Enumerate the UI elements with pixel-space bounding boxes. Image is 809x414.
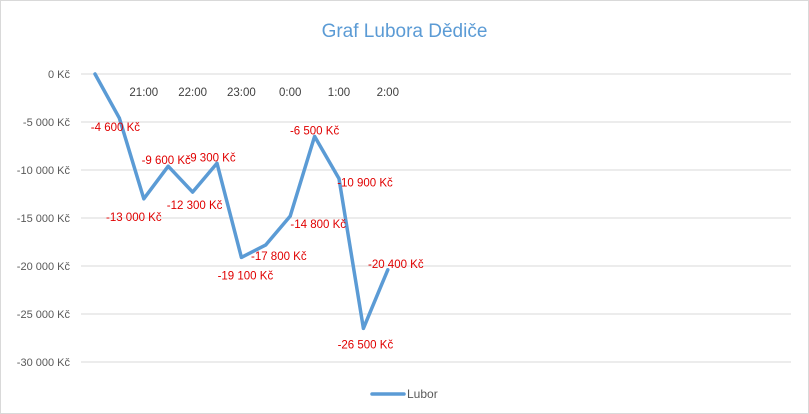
- data-point: [93, 72, 97, 76]
- data-point: [142, 197, 146, 201]
- data-point: [337, 177, 341, 181]
- y-tick-label: -25 000 Kč: [17, 309, 71, 321]
- legend-label-lubor: Lubor: [407, 387, 438, 401]
- data-point: [239, 255, 243, 259]
- data-point: [386, 268, 390, 272]
- y-tick-label: -20 000 Kč: [17, 261, 71, 273]
- x-tick-label: 22:00: [178, 87, 207, 99]
- data-point: [117, 116, 121, 120]
- data-point: [191, 190, 195, 194]
- data-point: [215, 161, 219, 165]
- data-point: [288, 214, 292, 218]
- x-tick-label: 0:00: [279, 87, 301, 99]
- data-label: -17 800 Kč: [251, 251, 307, 263]
- data-label: -9 600 Kč: [142, 155, 191, 167]
- data-label: -26 500 Kč: [338, 339, 394, 351]
- data-label: -19 100 Kč: [218, 270, 274, 282]
- y-tick-label: -30 000 Kč: [17, 357, 71, 369]
- y-tick-label: -15 000 Kč: [17, 213, 71, 225]
- data-point: [361, 326, 365, 330]
- data-label: -12 300 Kč: [167, 200, 223, 212]
- series-line-lubor: [93, 72, 390, 331]
- data-label: -10 900 Kč: [337, 178, 393, 190]
- data-label: -9 300 Kč: [186, 152, 235, 164]
- data-label: -14 800 Kč: [290, 219, 346, 231]
- x-tick-label: 2:00: [377, 87, 399, 99]
- x-tick-label: 21:00: [129, 87, 158, 99]
- x-tick-label: 23:00: [227, 87, 256, 99]
- data-label: -20 400 Kč: [368, 259, 424, 271]
- x-tick-label: 1:00: [328, 87, 350, 99]
- data-point: [166, 164, 170, 168]
- chart-title: Graf Lubora Dědiče: [321, 21, 488, 42]
- y-tick-label: -10 000 Kč: [17, 165, 71, 177]
- y-tick-label: -5 000 Kč: [23, 117, 71, 129]
- data-point: [313, 134, 317, 138]
- data-point: [264, 243, 268, 247]
- data-label: -4 600 Kč: [91, 122, 140, 134]
- y-tick-label: 0 Kč: [48, 69, 71, 81]
- data-label: -6 500 Kč: [290, 125, 339, 137]
- data-label: -13 000 Kč: [106, 212, 162, 224]
